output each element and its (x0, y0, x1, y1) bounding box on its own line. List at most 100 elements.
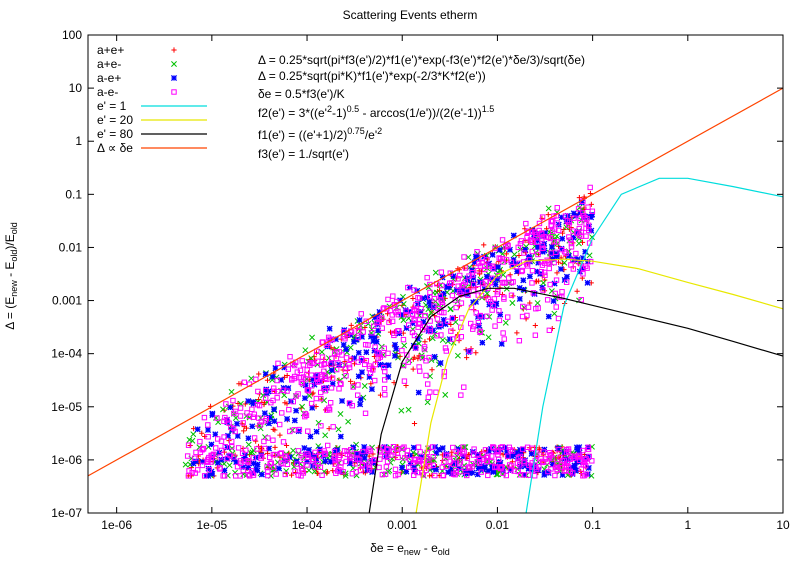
data-point (437, 321, 443, 328)
data-point (479, 280, 486, 287)
data-point (405, 284, 411, 291)
data-point (291, 463, 297, 470)
data-point (576, 268, 583, 275)
data-point (246, 413, 253, 419)
data-point (328, 374, 335, 380)
x-tick-label: 1e-04 (292, 518, 323, 532)
data-point (465, 348, 472, 356)
data-point (539, 214, 546, 220)
data-point (234, 463, 241, 470)
data-point (471, 446, 477, 452)
data-point (265, 388, 272, 395)
data-point (494, 275, 501, 283)
data-point (555, 221, 562, 228)
data-point (528, 450, 535, 457)
data-point (524, 312, 530, 319)
data-point (366, 363, 373, 369)
data-point (327, 458, 334, 465)
data-point (554, 461, 560, 467)
data-point (455, 276, 461, 282)
data-point (516, 338, 523, 344)
data-point (422, 339, 428, 345)
data-point (376, 350, 383, 357)
data-point (470, 452, 477, 458)
data-point (519, 446, 526, 452)
data-point (555, 315, 562, 322)
data-point (237, 413, 244, 419)
data-point (469, 272, 476, 278)
legend-entry-label: a-e- (97, 85, 118, 99)
data-point (403, 308, 409, 314)
data-point (319, 354, 326, 360)
data-point (264, 377, 271, 383)
data-point (440, 290, 447, 297)
data-point (487, 280, 493, 286)
data-point (328, 367, 335, 374)
data-point (386, 319, 392, 326)
data-point (461, 384, 467, 390)
data-point (284, 388, 290, 394)
data-point (411, 420, 418, 427)
data-point (261, 445, 268, 452)
data-point (526, 257, 533, 263)
data-point (531, 229, 538, 235)
data-point (557, 265, 564, 273)
data-point (554, 250, 561, 257)
data-point (549, 255, 556, 262)
data-point (365, 342, 371, 348)
data-point (354, 450, 360, 457)
data-point (461, 449, 467, 455)
data-point (465, 464, 472, 470)
data-point (414, 287, 421, 295)
data-point (338, 397, 346, 405)
data-point (529, 267, 536, 274)
data-point (563, 250, 569, 256)
data-point (261, 410, 268, 417)
data-point (258, 455, 264, 461)
data-point (485, 334, 492, 341)
data-point (417, 308, 424, 315)
data-point (506, 275, 512, 281)
data-point (369, 330, 375, 336)
data-point (375, 350, 382, 357)
data-point (370, 337, 377, 345)
data-point (561, 259, 568, 266)
data-point (411, 287, 417, 293)
data-point (475, 267, 481, 274)
data-point (268, 460, 274, 466)
data-point (426, 298, 433, 306)
data-point (453, 448, 459, 455)
data-point (313, 428, 320, 435)
data-point (319, 472, 325, 478)
data-point (536, 445, 542, 451)
data-point (382, 453, 388, 460)
data-point (376, 464, 382, 471)
data-point (413, 345, 419, 351)
data-point (306, 392, 313, 399)
data-point (458, 392, 464, 398)
data-point (381, 345, 387, 352)
data-point (453, 286, 460, 294)
data-point (206, 467, 213, 473)
data-point (225, 432, 232, 439)
data-point (357, 396, 364, 403)
data-point (442, 345, 449, 351)
data-point (333, 470, 339, 476)
data-point (424, 381, 431, 387)
data-point (347, 447, 354, 453)
data-point (492, 464, 498, 470)
data-point (309, 334, 315, 341)
data-point (254, 446, 260, 452)
data-point (245, 441, 252, 448)
data-point (475, 465, 482, 472)
data-point (473, 350, 479, 356)
data-point (321, 448, 327, 454)
data-point (205, 465, 212, 472)
data-point (524, 261, 530, 267)
data-point (424, 399, 431, 406)
data-point (280, 439, 287, 445)
data-point (318, 423, 324, 429)
data-point (190, 431, 197, 438)
data-point (355, 328, 362, 334)
